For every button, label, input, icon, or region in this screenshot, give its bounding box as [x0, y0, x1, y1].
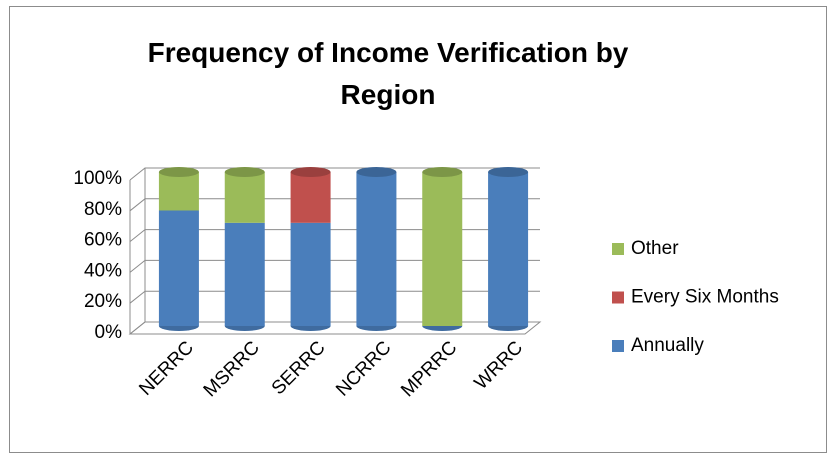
x-tick-label: WRRC	[471, 337, 528, 394]
grid-line	[129, 321, 540, 335]
y-tick-label: 20%	[84, 291, 122, 312]
grid-line	[129, 167, 540, 181]
x-tick-label: NERRC	[135, 337, 198, 400]
bar	[224, 172, 265, 223]
legend-label: Other	[631, 238, 679, 259]
y-tick-label: 0%	[95, 322, 123, 343]
cylinder-top	[356, 167, 397, 177]
legend-label: Every Six Months	[631, 287, 779, 308]
bar	[356, 172, 397, 326]
chart-frame	[9, 6, 827, 453]
grid-line	[129, 259, 540, 273]
bar	[158, 172, 199, 211]
legend-swatch	[612, 291, 624, 304]
y-tick-label: 40%	[84, 260, 122, 281]
bar	[488, 172, 529, 326]
cylinder-top	[290, 167, 331, 177]
cylinder-top	[488, 167, 529, 177]
grid-line	[129, 290, 540, 304]
bar	[224, 222, 265, 326]
cylinder-top	[158, 167, 199, 177]
bar	[290, 172, 331, 223]
y-tick-label: 60%	[84, 230, 122, 251]
bar	[158, 210, 199, 326]
legend-label: Annually	[631, 335, 704, 356]
grid-line	[129, 229, 540, 242]
x-tick-label: NCRRC	[332, 337, 395, 400]
x-tick-label: SERRC	[268, 337, 330, 399]
cylinder-top	[422, 167, 463, 177]
legend-swatch	[612, 243, 624, 255]
grid-line	[129, 198, 540, 212]
chart-title: Frequency of Income Verification by Regi…	[147, 37, 629, 110]
x-tick-label: MSRRC	[200, 337, 264, 401]
y-tick-label: 100%	[73, 168, 122, 189]
bar	[290, 222, 331, 326]
cylinder-top	[224, 167, 265, 177]
bar	[422, 172, 463, 326]
x-tick-label: MPRRC	[397, 337, 461, 401]
legend-swatch	[612, 340, 624, 352]
y-tick-label: 80%	[84, 199, 122, 220]
